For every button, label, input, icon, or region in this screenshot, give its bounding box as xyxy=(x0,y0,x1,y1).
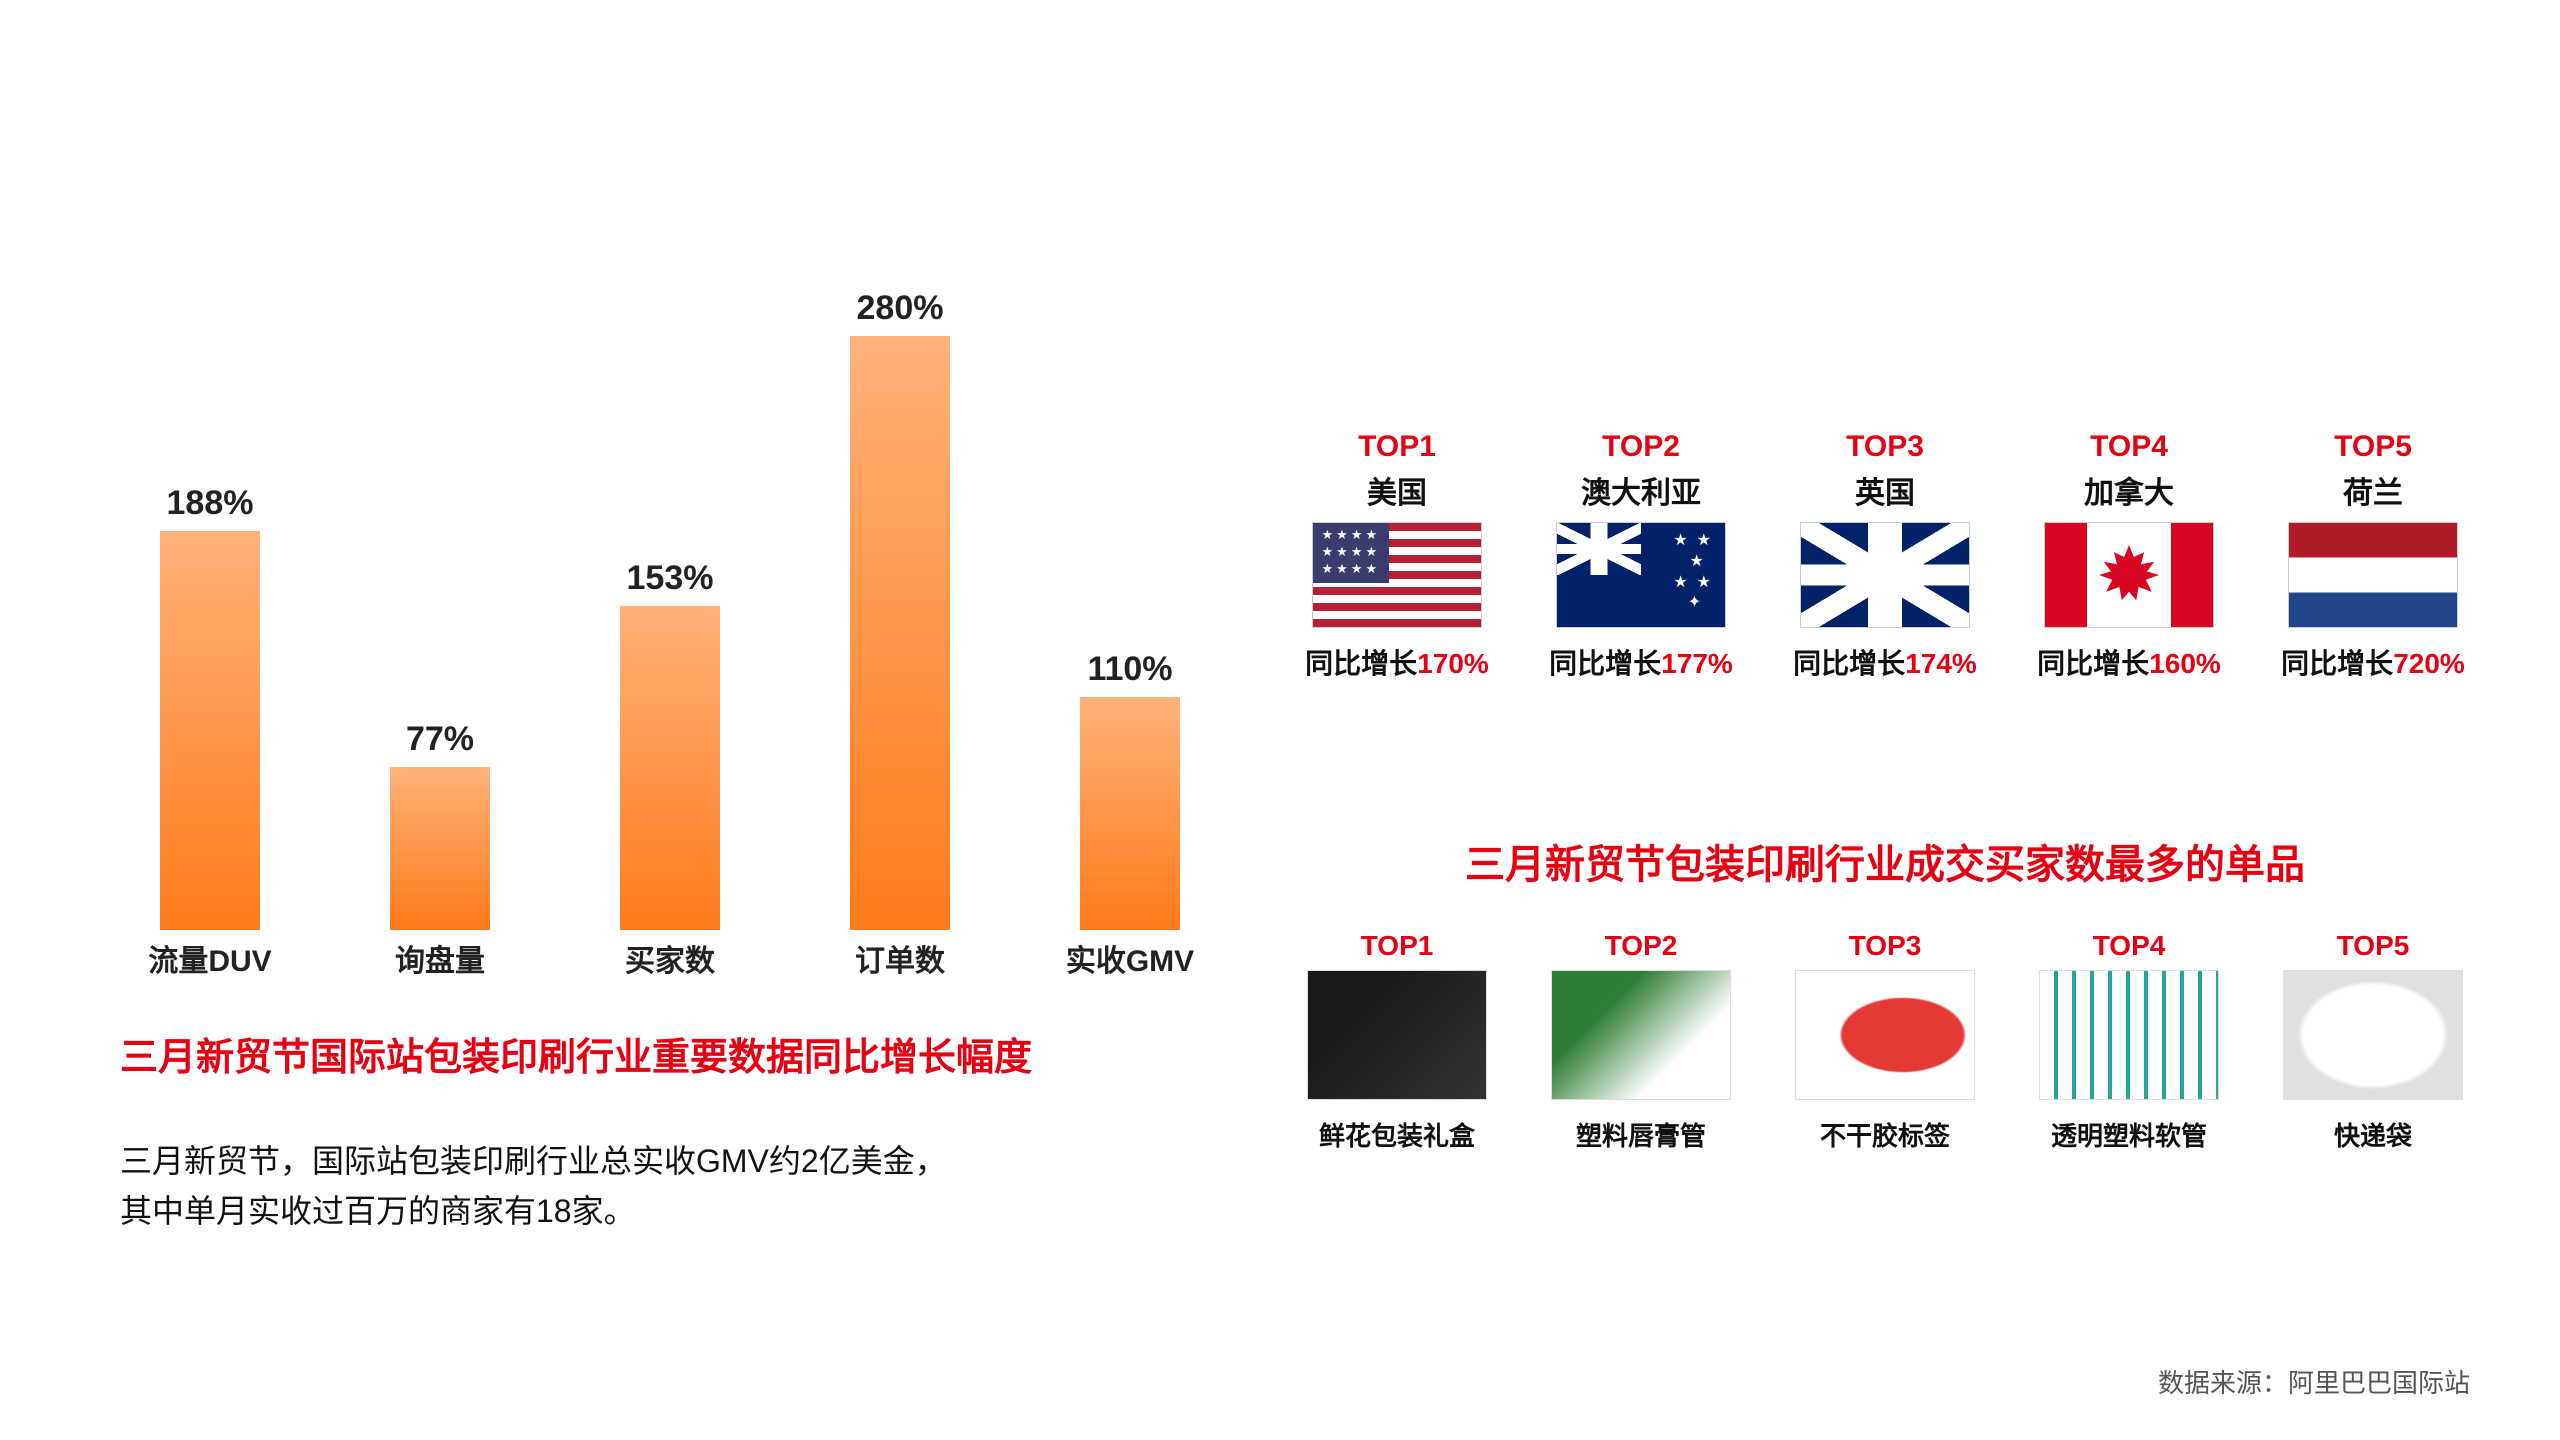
product-image xyxy=(1795,970,1975,1100)
growth-pct: 174% xyxy=(1905,648,1977,679)
product-name: 快递袋 xyxy=(2256,1116,2490,1153)
country-growth: 同比增长174% xyxy=(1768,642,2002,682)
flag-icon xyxy=(1800,522,1970,628)
country-name: 英国 xyxy=(1768,468,2002,512)
product-鲜花包装礼盒: TOP1 鲜花包装礼盒 xyxy=(1280,930,1514,1153)
right-column: TOP1美国同比增长170%TOP2澳大利亚同比增长177%TOP3英国同比增长… xyxy=(1280,430,2490,1153)
country-澳大利亚: TOP2 澳大利亚同比增长177% xyxy=(1524,430,1758,682)
country-growth: 同比增长177% xyxy=(1524,642,1758,682)
countries-row: TOP1美国同比增长170%TOP2澳大利亚同比增长177%TOP3英国同比增长… xyxy=(1280,430,2490,682)
growth-pct: 177% xyxy=(1661,648,1733,679)
country-name: 澳大利亚 xyxy=(1524,468,1758,512)
product-top-label: TOP5 xyxy=(2256,930,2490,962)
flag-icon xyxy=(2044,522,2214,628)
country-top-label: TOP1 xyxy=(1280,430,1514,464)
product-塑料唇膏管: TOP2 塑料唇膏管 xyxy=(1524,930,1758,1153)
bar-实收GMV: 110% xyxy=(1080,650,1180,930)
country-荷兰: TOP5 荷兰同比增长720% xyxy=(2256,430,2490,682)
bar-rect xyxy=(850,336,950,930)
chart-note-line1: 三月新贸节，国际站包装印刷行业总实收GMV约2亿美金， xyxy=(120,1143,947,1179)
growth-pct: 170% xyxy=(1417,648,1489,679)
flag-icon xyxy=(1556,522,1726,628)
product-快递袋: TOP5 快递袋 xyxy=(2256,930,2490,1153)
country-top-label: TOP5 xyxy=(2256,430,2490,464)
country-name: 加拿大 xyxy=(2012,468,2246,512)
growth-prefix: 同比增长 xyxy=(2037,648,2149,679)
bar-chart: 188%流量DUV77%询盘量153%买家数280%订单数110%实收GMV xyxy=(120,240,1220,1000)
left-column: 188%流量DUV77%询盘量153%买家数280%订单数110%实收GMV 三… xyxy=(120,240,1220,1236)
product-name: 不干胶标签 xyxy=(1768,1116,2002,1153)
growth-prefix: 同比增长 xyxy=(1549,648,1661,679)
product-image xyxy=(2283,970,2463,1100)
product-top-label: TOP1 xyxy=(1280,930,1514,962)
bar-value: 280% xyxy=(857,289,944,328)
product-top-label: TOP2 xyxy=(1524,930,1758,962)
country-美国: TOP1 美国同比增长170% xyxy=(1280,430,1514,682)
products-row: TOP1鲜花包装礼盒TOP2塑料唇膏管TOP3不干胶标签TOP4透明塑料软管TO… xyxy=(1280,930,2490,1153)
products-title: 三月新贸节包装印刷行业成交买家数最多的单品 xyxy=(1280,832,2490,890)
growth-pct: 720% xyxy=(2393,648,2465,679)
product-image xyxy=(1307,970,1487,1100)
country-growth: 同比增长720% xyxy=(2256,642,2490,682)
product-name: 鲜花包装礼盒 xyxy=(1280,1116,1514,1153)
bar-label: 订单数 xyxy=(800,936,1000,980)
bar-rect xyxy=(1080,697,1180,930)
bar-询盘量: 77% xyxy=(390,720,490,930)
country-top-label: TOP4 xyxy=(2012,430,2246,464)
bar-rect xyxy=(390,767,490,930)
bar-rect xyxy=(620,606,720,930)
bar-label: 流量DUV xyxy=(110,936,310,980)
country-name: 美国 xyxy=(1280,468,1514,512)
product-name: 塑料唇膏管 xyxy=(1524,1116,1758,1153)
bar-value: 110% xyxy=(1087,650,1172,689)
chart-note: 三月新贸节，国际站包装印刷行业总实收GMV约2亿美金， 其中单月实收过百万的商家… xyxy=(120,1137,1220,1236)
slide: 188% 流量DUV 77% 询盘量 153% 买家数 280% 订单数 110% 实收GMV 三… xyxy=(0,0,2560,1440)
bar-订单数: 280% xyxy=(850,289,950,930)
country-加拿大: TOP4 加拿大同比增长160% xyxy=(2012,430,2246,682)
country-name: 荷兰 xyxy=(2256,468,2490,512)
country-top-label: TOP3 xyxy=(1768,430,2002,464)
bar-label: 买家数 xyxy=(570,936,770,980)
bar-买家数: 153% xyxy=(620,559,720,930)
country-growth: 同比增长160% xyxy=(2012,642,2246,682)
product-top-label: TOP4 xyxy=(2012,930,2246,962)
country-top-label: TOP2 xyxy=(1524,430,1758,464)
bar-value: 188% xyxy=(167,484,254,523)
country-英国: TOP3 英国同比增长174% xyxy=(1768,430,2002,682)
bar-value: 77% xyxy=(406,720,474,759)
growth-prefix: 同比增长 xyxy=(2281,648,2393,679)
product-image xyxy=(1551,970,1731,1100)
bar-label: 询盘量 xyxy=(340,936,540,980)
flag-icon xyxy=(2288,522,2458,628)
chart-note-line2: 其中单月实收过百万的商家有18家。 xyxy=(120,1193,636,1229)
growth-prefix: 同比增长 xyxy=(1305,648,1417,679)
bar-value: 153% xyxy=(627,559,714,598)
growth-pct: 160% xyxy=(2149,648,2221,679)
product-top-label: TOP3 xyxy=(1768,930,2002,962)
chart-title: 三月新贸节国际站包装印刷行业重要数据同比增长幅度 xyxy=(120,1030,1220,1087)
product-透明塑料软管: TOP4 透明塑料软管 xyxy=(2012,930,2246,1153)
product-image xyxy=(2039,970,2219,1100)
product-不干胶标签: TOP3 不干胶标签 xyxy=(1768,930,2002,1153)
data-source: 数据来源：阿里巴巴国际站 xyxy=(2158,1363,2470,1400)
product-name: 透明塑料软管 xyxy=(2012,1116,2246,1153)
bar-rect xyxy=(160,531,260,930)
flag-icon xyxy=(1312,522,1482,628)
bar-label: 实收GMV xyxy=(1030,936,1230,980)
growth-prefix: 同比增长 xyxy=(1793,648,1905,679)
country-growth: 同比增长170% xyxy=(1280,642,1514,682)
bar-流量DUV: 188% xyxy=(160,484,260,930)
